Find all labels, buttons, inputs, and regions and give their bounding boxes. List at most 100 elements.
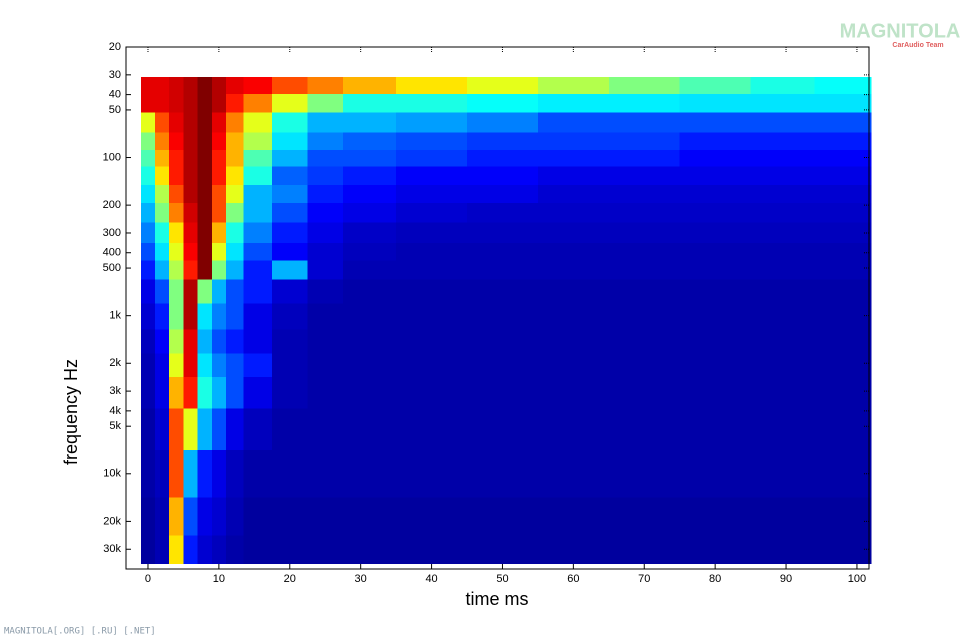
heat-cell bbox=[307, 329, 344, 354]
heat-cell bbox=[140, 303, 156, 331]
heat-cell bbox=[140, 377, 156, 410]
x-tick-label: 10 bbox=[213, 573, 225, 585]
heat-cell bbox=[467, 222, 539, 244]
heat-cell bbox=[243, 222, 273, 244]
heat-cell bbox=[750, 408, 816, 451]
heat-cell bbox=[197, 132, 213, 151]
heat-cell bbox=[679, 222, 752, 244]
heat-cell bbox=[140, 132, 156, 151]
heat-cell bbox=[169, 202, 185, 223]
heat-cell bbox=[814, 242, 872, 261]
heat-cell bbox=[183, 94, 199, 114]
heat-cell bbox=[140, 94, 156, 114]
heat-cell bbox=[814, 260, 872, 281]
heat-cell bbox=[197, 94, 213, 114]
heat-cell bbox=[537, 329, 610, 354]
heat-cell bbox=[608, 449, 681, 499]
heat-cell bbox=[211, 497, 227, 536]
heat-cell bbox=[225, 260, 245, 281]
heat-cell bbox=[169, 184, 185, 204]
heat-cell bbox=[307, 408, 344, 451]
y-tick-label: 5k bbox=[109, 420, 121, 432]
heat-cell bbox=[750, 377, 816, 410]
heat-cell bbox=[243, 202, 273, 223]
heat-cell bbox=[608, 112, 681, 133]
heat-cell bbox=[537, 535, 610, 564]
heat-cell bbox=[155, 222, 170, 244]
heat-cell bbox=[183, 497, 199, 536]
heat-cell bbox=[169, 132, 185, 151]
heat-cell bbox=[272, 112, 309, 133]
heat-cell bbox=[225, 202, 245, 223]
heat-cell bbox=[396, 535, 468, 564]
heat-cell bbox=[396, 329, 468, 354]
heat-cell bbox=[396, 377, 468, 410]
heat-cell bbox=[814, 303, 872, 331]
heat-cell bbox=[243, 303, 273, 331]
heat-cell bbox=[183, 279, 199, 305]
heat-cell bbox=[750, 497, 816, 536]
heat-cell bbox=[197, 112, 213, 133]
heat-cell bbox=[814, 166, 872, 186]
heat-cell bbox=[197, 377, 213, 410]
heat-cell bbox=[197, 76, 213, 95]
heat-cell bbox=[679, 303, 752, 331]
heat-cell bbox=[243, 408, 273, 451]
heat-cell bbox=[467, 184, 539, 204]
heat-cell bbox=[169, 449, 185, 499]
heat-cell bbox=[814, 76, 872, 95]
heat-cell bbox=[155, 260, 170, 281]
heat-cell bbox=[342, 166, 397, 186]
heat-cell bbox=[750, 112, 816, 133]
heat-cell bbox=[197, 329, 213, 354]
heat-cell bbox=[307, 303, 344, 331]
heat-cell bbox=[537, 149, 610, 168]
heat-cell bbox=[243, 353, 273, 378]
heat-cell bbox=[467, 260, 539, 281]
heat-cell bbox=[183, 132, 199, 151]
heat-cell bbox=[272, 329, 309, 354]
y-tick-label: 10k bbox=[103, 468, 121, 480]
heat-cell bbox=[750, 535, 816, 564]
y-tick-label: 30k bbox=[103, 543, 121, 555]
heat-cell bbox=[396, 222, 468, 244]
heat-cell bbox=[155, 202, 170, 223]
heat-cell bbox=[197, 303, 213, 331]
watermark: MAGNITOLA bbox=[840, 20, 961, 42]
heat-cell bbox=[155, 132, 170, 151]
heat-cell bbox=[211, 132, 227, 151]
heat-cell bbox=[225, 279, 245, 305]
heat-cell bbox=[608, 535, 681, 564]
heat-cell bbox=[814, 112, 872, 133]
heat-cell bbox=[396, 449, 468, 499]
heat-cell bbox=[537, 377, 610, 410]
plot-frame bbox=[125, 46, 870, 570]
heat-cell bbox=[197, 279, 213, 305]
heat-cell bbox=[342, 149, 397, 168]
heat-cell bbox=[225, 353, 245, 378]
heat-cell bbox=[679, 377, 752, 410]
heat-cell bbox=[342, 303, 397, 331]
heat-cell bbox=[396, 279, 468, 305]
heat-cell bbox=[537, 166, 610, 186]
heat-cell bbox=[169, 260, 185, 281]
heat-cell bbox=[243, 535, 273, 564]
heat-cell bbox=[197, 449, 213, 499]
heat-cell bbox=[211, 222, 227, 244]
heat-cell bbox=[272, 303, 309, 331]
heat-cell bbox=[814, 449, 872, 499]
heat-cell bbox=[169, 166, 185, 186]
heat-cell bbox=[537, 132, 610, 151]
heat-cell bbox=[608, 149, 681, 168]
heat-cell bbox=[396, 112, 468, 133]
y-tick-label: 3k bbox=[109, 385, 121, 397]
heat-cell bbox=[169, 377, 185, 410]
heat-cell bbox=[140, 279, 156, 305]
heat-cell bbox=[537, 222, 610, 244]
heat-cell bbox=[307, 242, 344, 261]
heat-cell bbox=[140, 408, 156, 451]
heat-cell bbox=[814, 279, 872, 305]
y-tick-label: 100 bbox=[103, 151, 121, 163]
x-tick-label: 80 bbox=[709, 573, 721, 585]
heat-cell bbox=[396, 497, 468, 536]
